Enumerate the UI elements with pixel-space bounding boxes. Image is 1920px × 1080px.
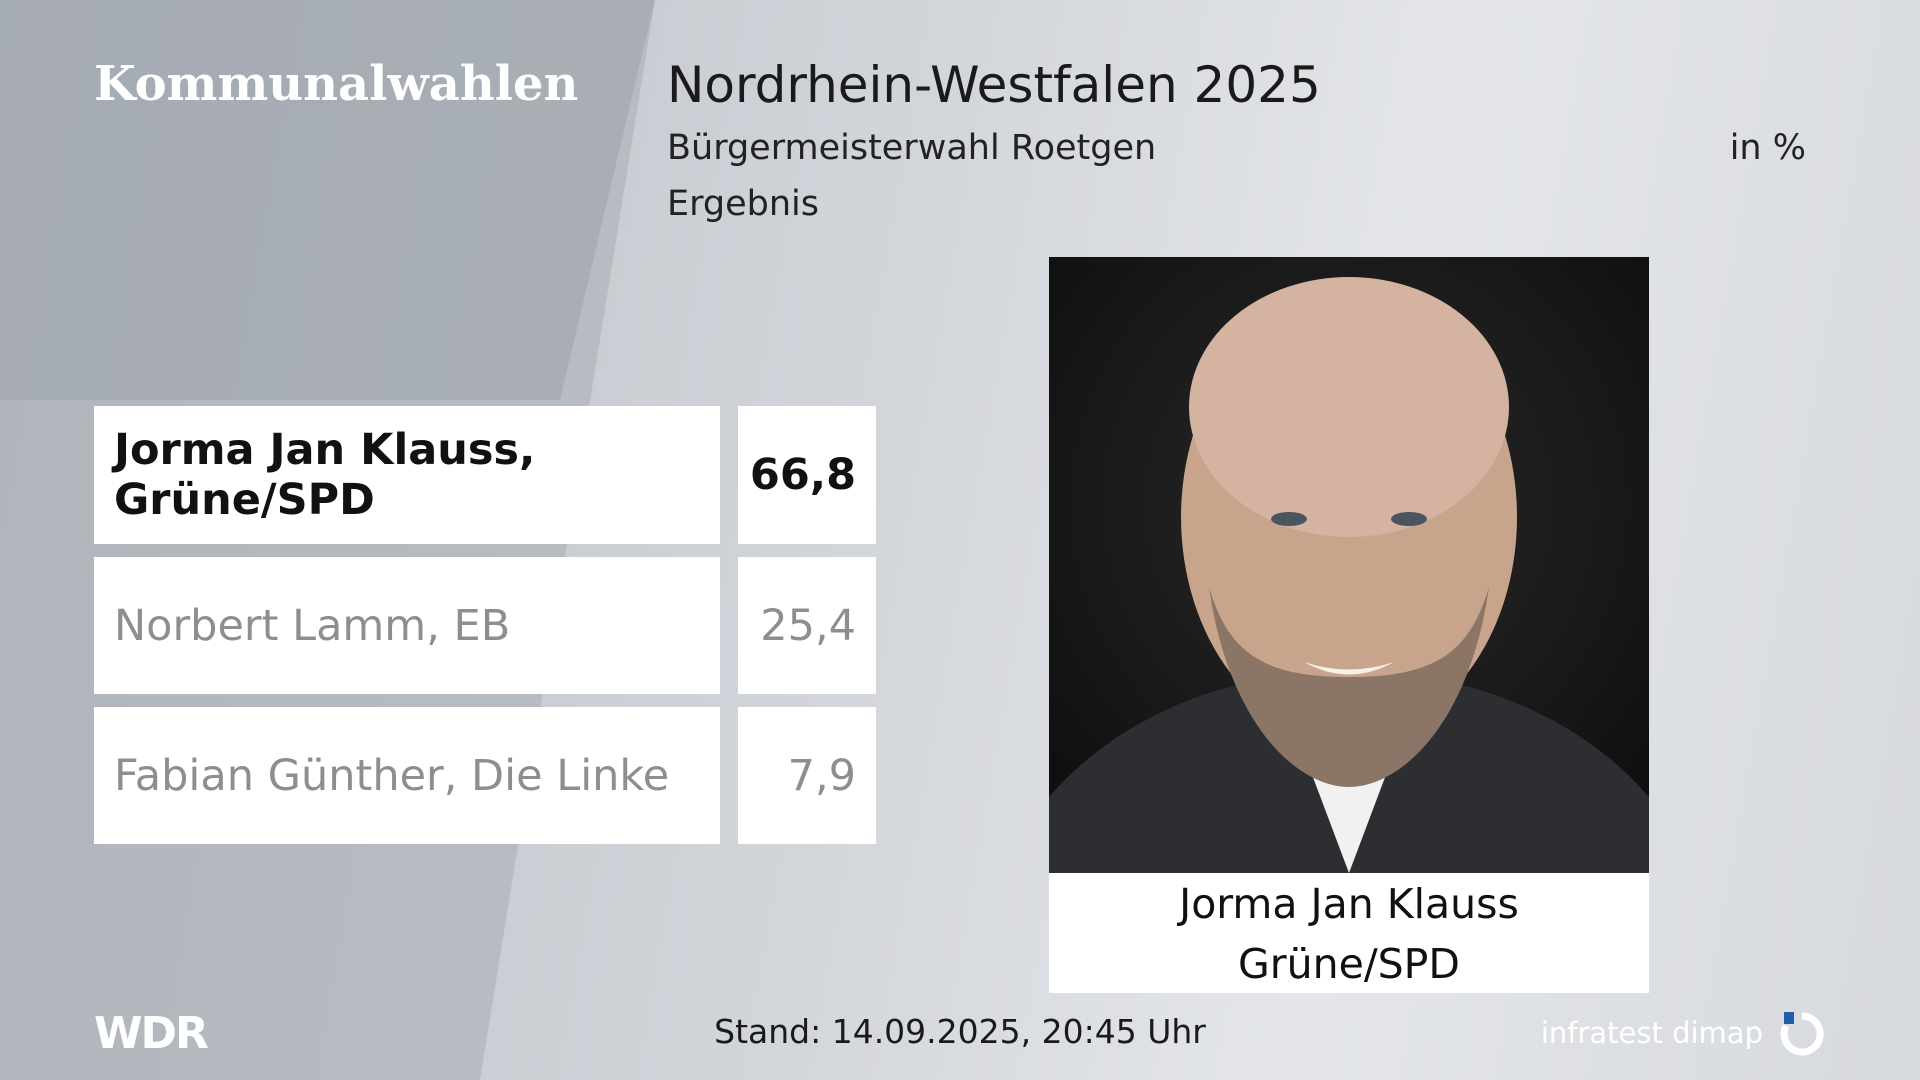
candidate-name: Jorma Jan Klauss, Grüne/SPD bbox=[94, 406, 720, 544]
brand: Kommunalwahlen bbox=[94, 56, 579, 112]
unit: in % bbox=[1729, 128, 1806, 168]
candidate-photo bbox=[1049, 257, 1649, 873]
photo-illustration bbox=[1049, 257, 1649, 873]
caption-name: Jorma Jan Klauss bbox=[1179, 880, 1519, 928]
timestamp: Stand: 14.09.2025, 20:45 Uhr bbox=[714, 1012, 1206, 1051]
candidate-name: Norbert Lamm, EB bbox=[94, 557, 720, 694]
candidate-name: Fabian Günther, Die Linke bbox=[94, 707, 720, 844]
status: Ergebnis bbox=[667, 184, 819, 224]
title: Nordrhein-Westfalen 2025 bbox=[667, 56, 1321, 114]
source-icon bbox=[1780, 1012, 1824, 1056]
source: infratest dimap bbox=[1540, 1016, 1763, 1050]
candidate-value: 66,8 bbox=[738, 406, 876, 544]
photo-caption: Jorma Jan Klauss Grüne/SPD bbox=[1049, 873, 1649, 993]
candidate-value: 25,4 bbox=[738, 557, 876, 694]
logo: WDR bbox=[94, 1008, 209, 1059]
caption-party: Grüne/SPD bbox=[1238, 940, 1460, 988]
subtitle: Bürgermeisterwahl Roetgen bbox=[667, 128, 1157, 168]
candidate-value: 7,9 bbox=[738, 707, 876, 844]
